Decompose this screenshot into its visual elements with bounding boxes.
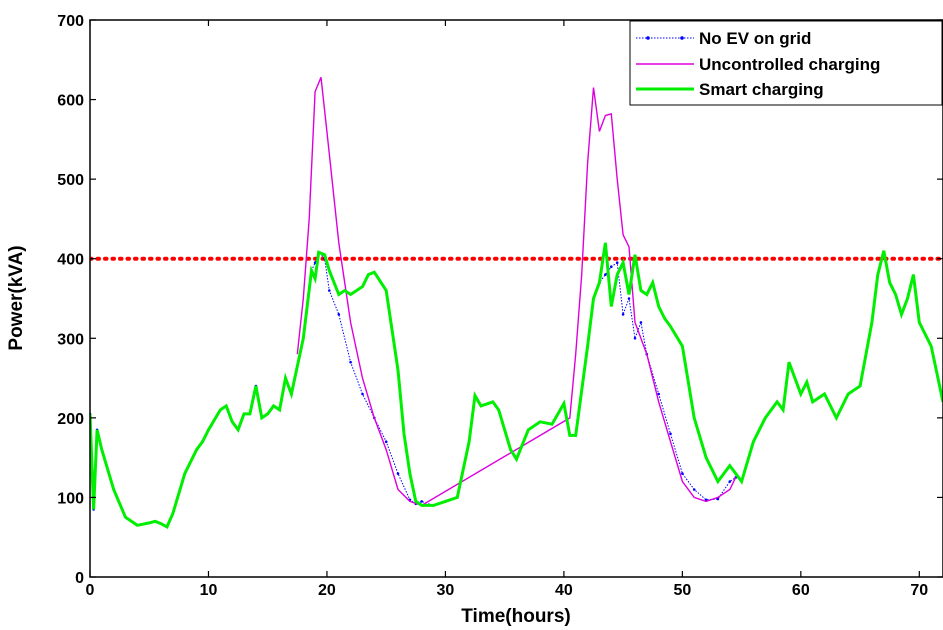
legend-label-no-ev: No EV on grid [699,29,811,48]
plot-area [90,20,943,577]
data-point-no-ev [361,392,364,396]
data-point-no-ev [328,289,331,292]
y-axis-ticks: 0 100 200 300 400 500 600 700 [57,13,943,587]
legend-marker-no-ev [646,36,650,40]
data-point-no-ev [396,472,400,475]
y-tick-label: 0 [75,570,84,587]
x-tick-label: 60 [792,582,810,599]
data-point-no-ev [728,480,732,483]
y-tick-label: 600 [57,93,84,110]
x-tick-label: 20 [318,582,336,599]
series-smart-line [90,242,943,529]
data-point-no-ev [604,273,607,276]
x-tick-label: 0 [86,582,95,599]
data-point-no-ev [337,313,341,316]
data-point-no-ev [610,265,613,269]
data-point-no-ev [639,321,643,324]
data-point-no-ev [615,261,619,265]
y-tick-label: 200 [57,411,84,428]
data-point-no-ev [657,392,660,396]
x-axis-ticks: 0 10 20 30 40 50 60 70 [86,20,928,599]
data-point-no-ev [627,297,631,300]
data-point-no-ev [621,313,625,316]
x-tick-label: 70 [910,582,928,599]
x-tick-label: 30 [437,582,455,599]
data-point-no-ev [349,360,352,364]
y-tick-label: 400 [57,252,84,269]
data-point-no-ev [669,432,672,436]
y-tick-label: 700 [57,13,84,30]
y-tick-label: 500 [57,172,84,189]
plot-content [90,77,943,529]
x-tick-label: 10 [200,582,218,599]
legend-marker-no-ev [680,36,684,40]
data-point-no-ev [420,500,424,503]
series-uncontrolled-line [296,77,737,507]
data-point-no-ev [384,440,388,444]
legend-box [629,20,943,106]
y-tick-label: 100 [57,490,84,507]
y-axis-title: Power(kVA) [6,245,27,350]
plot-frame [89,19,943,578]
x-tick-label: 50 [673,582,691,599]
legend-label-uncontrolled: Uncontrolled charging [699,55,880,74]
y-tick-label: 300 [57,331,84,348]
legend[interactable]: No EV on grid Uncontrolled charging Smar… [629,20,943,106]
x-tick-label: 40 [555,582,573,599]
legend-label-smart: Smart charging [699,80,824,99]
data-point-no-ev [692,488,696,491]
data-point-no-ev [681,472,684,475]
x-axis-title: Time(hours) [461,606,570,627]
data-point-no-ev [633,337,637,340]
